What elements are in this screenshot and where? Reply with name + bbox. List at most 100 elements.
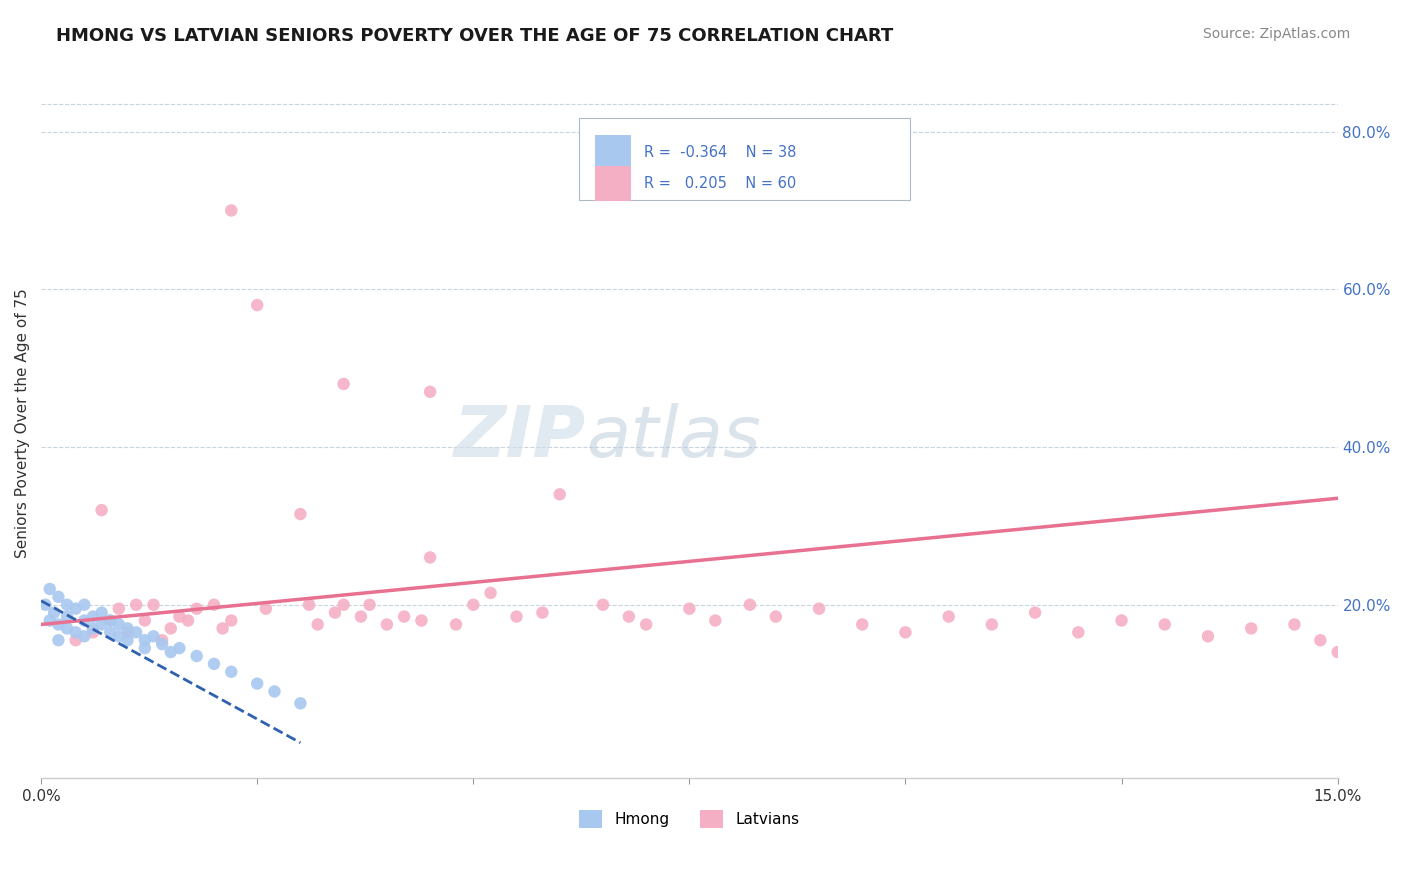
Point [98,614,121,628]
Point [108,617,131,632]
Y-axis label: Seniors Poverty Over the Age of 75: Seniors Poverty Over the Age of 75 [15,288,30,558]
Point [894,625,917,640]
Point [65,625,87,640]
Point [48,617,70,632]
Point [82,621,104,635]
Point [332,376,354,391]
Point [48,590,70,604]
Point [246,298,269,312]
Point [142,598,165,612]
Point [202,598,225,612]
Point [82,625,104,640]
Point [765,609,787,624]
Point [1111,614,1133,628]
Point [1309,633,1331,648]
Point [177,614,200,628]
Point [592,598,614,612]
Point [125,598,148,612]
Point [73,629,96,643]
Point [307,617,329,632]
Point [1024,606,1046,620]
Text: R =  -0.364    N = 38: R = -0.364 N = 38 [644,145,796,160]
Point [444,617,467,632]
Point [38,614,60,628]
Point [90,503,112,517]
Point [678,601,700,615]
Point [65,601,87,615]
Point [808,601,831,615]
Point [142,629,165,643]
Point [738,598,761,612]
Text: atlas: atlas [586,403,761,472]
Point [98,625,121,640]
Point [419,550,441,565]
Point [980,617,1002,632]
Text: HMONG VS LATVIAN SENIORS POVERTY OVER THE AGE OF 75 CORRELATION CHART: HMONG VS LATVIAN SENIORS POVERTY OVER TH… [56,27,893,45]
Point [134,641,156,656]
Point [411,614,433,628]
Point [479,586,502,600]
Point [851,617,873,632]
Point [548,487,571,501]
Point [90,617,112,632]
Point [134,633,156,648]
Point [350,609,373,624]
Text: ZIP: ZIP [453,403,586,472]
Point [202,657,225,671]
Point [1326,645,1348,659]
FancyBboxPatch shape [595,136,631,169]
Point [38,582,60,596]
Point [150,633,173,648]
Point [211,621,233,635]
Legend: Hmong, Latvians: Hmong, Latvians [574,804,806,834]
Point [290,507,312,521]
Point [56,621,79,635]
Point [375,617,398,632]
Point [169,641,191,656]
Point [392,609,415,624]
Point [290,696,312,710]
Point [65,633,87,648]
Point [117,633,139,648]
Point [34,598,56,612]
Point [463,598,485,612]
Point [938,609,960,624]
Point [219,614,242,628]
Point [134,614,156,628]
Point [617,609,640,624]
Point [1153,617,1175,632]
Point [73,614,96,628]
Point [159,645,181,659]
Text: R =   0.205    N = 60: R = 0.205 N = 60 [644,176,796,191]
Point [42,606,65,620]
Point [636,617,658,632]
Point [73,598,96,612]
FancyBboxPatch shape [579,119,910,200]
Point [263,684,285,698]
Text: Source: ZipAtlas.com: Source: ZipAtlas.com [1202,27,1350,41]
Point [186,601,208,615]
Point [419,384,441,399]
Point [169,609,191,624]
Point [108,601,131,615]
Point [150,637,173,651]
FancyBboxPatch shape [595,167,631,201]
Point [56,598,79,612]
Point [48,633,70,648]
Point [704,614,727,628]
Point [98,614,121,628]
Point [90,606,112,620]
Point [332,598,354,612]
Point [82,609,104,624]
Point [1284,617,1306,632]
Point [359,598,381,612]
Point [531,606,554,620]
Point [219,665,242,679]
Point [108,629,131,643]
Point [1197,629,1219,643]
Point [246,676,269,690]
Point [56,609,79,624]
Point [159,621,181,635]
Point [117,625,139,640]
Point [323,606,346,620]
